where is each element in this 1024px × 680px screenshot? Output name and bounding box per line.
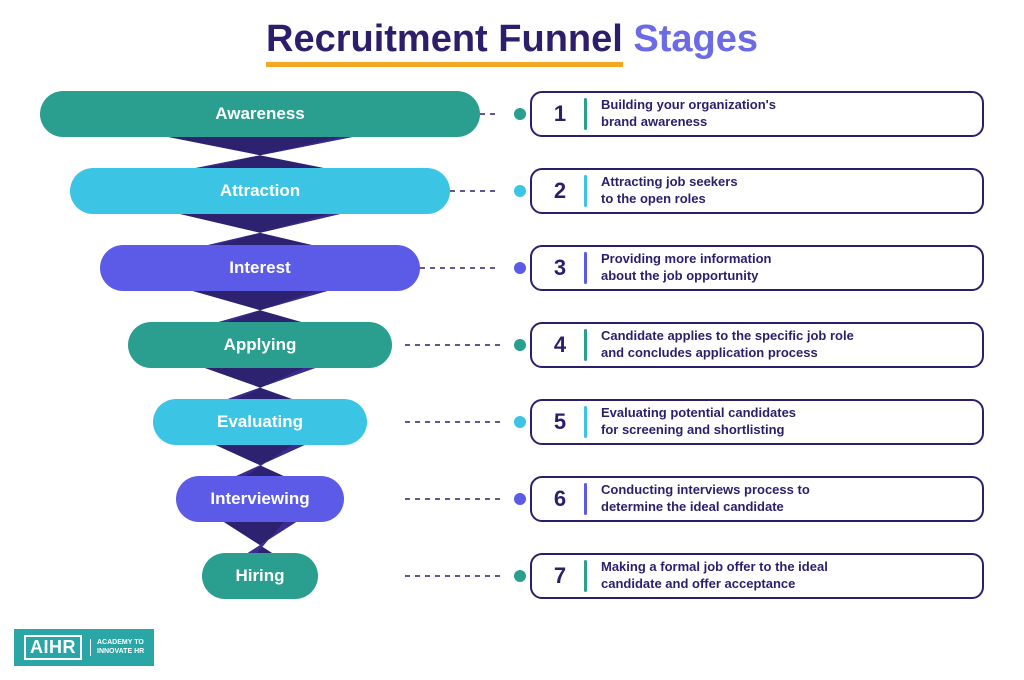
page-title: Recruitment Funnel Stages [0, 0, 1024, 61]
stage-number: 5 [546, 409, 574, 435]
description-box: 1 Building your organization's brand awar… [530, 91, 984, 137]
description-box: 7 Making a formal job offer to the ideal … [530, 553, 984, 599]
description-box: 5 Evaluating potential candidates for scr… [530, 399, 984, 445]
separator [584, 252, 587, 284]
stage-description: Evaluating potential candidates for scre… [601, 405, 796, 439]
funnel-stage: Hiring [202, 553, 318, 599]
connector-dot [514, 262, 526, 274]
title-part-1: Recruitment Funnel [266, 18, 623, 67]
separator [584, 560, 587, 592]
stage-number: 3 [546, 255, 574, 281]
separator [584, 329, 587, 361]
brand-badge: AIHR ACADEMY TO INNOVATE HR [14, 629, 154, 666]
connector-dot [514, 108, 526, 120]
description-box: 3 Providing more information about the jo… [530, 245, 984, 291]
funnel-stage: Interest [100, 245, 420, 291]
stage-number: 4 [546, 332, 574, 358]
brand-badge-sub: ACADEMY TO INNOVATE HR [90, 639, 144, 656]
separator [584, 483, 587, 515]
connector-dot [514, 570, 526, 582]
funnel-stage: Awareness [40, 91, 480, 137]
stage-description: Conducting interviews process to determi… [601, 482, 810, 516]
separator [584, 406, 587, 438]
infographic-content: Awareness Attraction Interest Applying Evalu… [0, 61, 1024, 651]
description-column: 1 Building your organization's brand awar… [480, 91, 984, 651]
connector-dot [514, 493, 526, 505]
stage-description: Attracting job seekers to the open roles [601, 174, 738, 208]
description-box: 6 Conducting interviews process to determ… [530, 476, 984, 522]
brand-badge-main: AIHR [24, 635, 82, 660]
connector-dot [514, 416, 526, 428]
funnel-column: Awareness Attraction Interest Applying Evalu… [40, 91, 480, 651]
stage-description: Building your organization's brand aware… [601, 97, 776, 131]
stage-description: Candidate applies to the specific job ro… [601, 328, 854, 362]
stage-number: 1 [546, 101, 574, 127]
funnel-stage: Interviewing [176, 476, 344, 522]
stage-number: 6 [546, 486, 574, 512]
stage-description: Making a formal job offer to the ideal c… [601, 559, 828, 593]
funnel-stage: Applying [128, 322, 392, 368]
description-box: 4 Candidate applies to the specific job r… [530, 322, 984, 368]
connector-dot [514, 339, 526, 351]
stage-number: 7 [546, 563, 574, 589]
funnel-stage: Evaluating [153, 399, 367, 445]
funnel-stage: Attraction [70, 168, 450, 214]
separator [584, 98, 587, 130]
description-box: 2 Attracting job seekers to the open role… [530, 168, 984, 214]
stage-description: Providing more information about the job… [601, 251, 771, 285]
title-part-2: Stages [633, 18, 758, 60]
stage-number: 2 [546, 178, 574, 204]
separator [584, 175, 587, 207]
connector-dot [514, 185, 526, 197]
